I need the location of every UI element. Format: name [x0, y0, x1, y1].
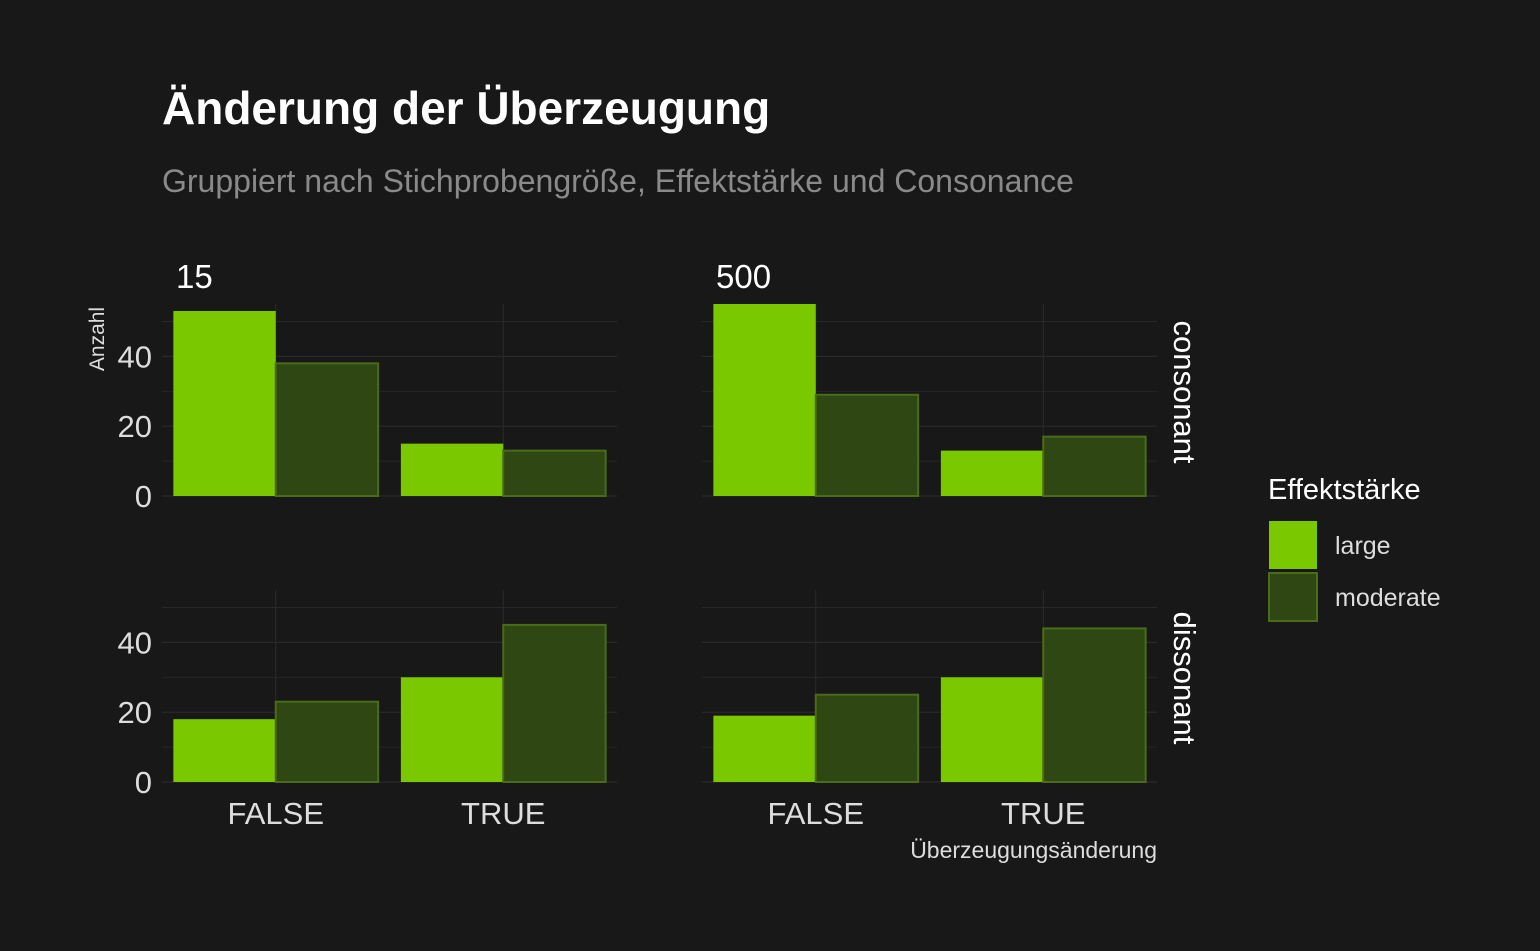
chart-subtitle: Gruppiert nach Stichprobengröße, Effekts… [162, 163, 1074, 199]
y-tick-label: 20 [118, 409, 152, 444]
legend-key-moderate [1268, 572, 1318, 622]
bar-moderate-FALSE [274, 362, 380, 497]
bar-moderate-FALSE [814, 693, 920, 784]
chart-title: Änderung der Überzeugung [162, 82, 770, 134]
x-axis-label: Überzeugungsänderung [910, 837, 1157, 863]
x-tick-label: TRUE [1001, 796, 1085, 831]
y-tick-label: 40 [118, 625, 152, 660]
legend: Effektstärke large moderate [1268, 474, 1441, 622]
bar-large-TRUE [400, 677, 504, 782]
facet-row-label: consonant [1167, 320, 1202, 463]
bar-large-FALSE [173, 719, 276, 782]
facet-panel-500-dissonant: FALSE TRUE dissonant [702, 590, 1202, 831]
facet-panel-15-consonant: 0 20 40 15 [118, 258, 617, 514]
bar-large-TRUE [940, 677, 1044, 782]
x-tick-label: FALSE [228, 796, 325, 831]
facet-panel-500-consonant: 500 consonant [702, 258, 1202, 498]
y-tick-label: 0 [135, 479, 152, 514]
facet-panel-15-dissonant: 0 20 40 FALSE TRUE [118, 590, 617, 831]
bar-moderate-TRUE [1042, 627, 1147, 784]
x-tick-label: FALSE [768, 796, 865, 831]
bar-moderate-TRUE [1042, 435, 1147, 497]
bar-large-FALSE [713, 715, 816, 782]
legend-title: Effektstärke [1268, 474, 1421, 506]
y-tick-label: 20 [118, 695, 152, 730]
bar-large-FALSE [713, 304, 816, 496]
facet-panels: 0 20 40 15 500 consonant 0 20 40 FALSE TRUE FALSE TR… [118, 258, 1202, 831]
facet-col-label: 500 [716, 258, 771, 295]
legend-label-large: large [1335, 532, 1391, 560]
y-tick-label: 0 [135, 765, 152, 800]
bar-large-FALSE [173, 310, 276, 496]
bar-large-TRUE [400, 443, 504, 496]
bar-moderate-FALSE [814, 393, 920, 498]
y-axis-label: Anzahl [86, 307, 109, 371]
y-tick-label: 40 [118, 339, 152, 374]
facet-col-label: 15 [176, 258, 213, 295]
bar-moderate-TRUE [502, 449, 607, 498]
bar-moderate-FALSE [274, 700, 380, 784]
legend-key-large [1269, 521, 1317, 569]
facet-row-label: dissonant [1167, 612, 1202, 745]
bar-moderate-TRUE [502, 623, 607, 784]
legend-label-moderate: moderate [1335, 584, 1441, 612]
bar-large-TRUE [940, 450, 1044, 496]
x-tick-label: TRUE [461, 796, 545, 831]
